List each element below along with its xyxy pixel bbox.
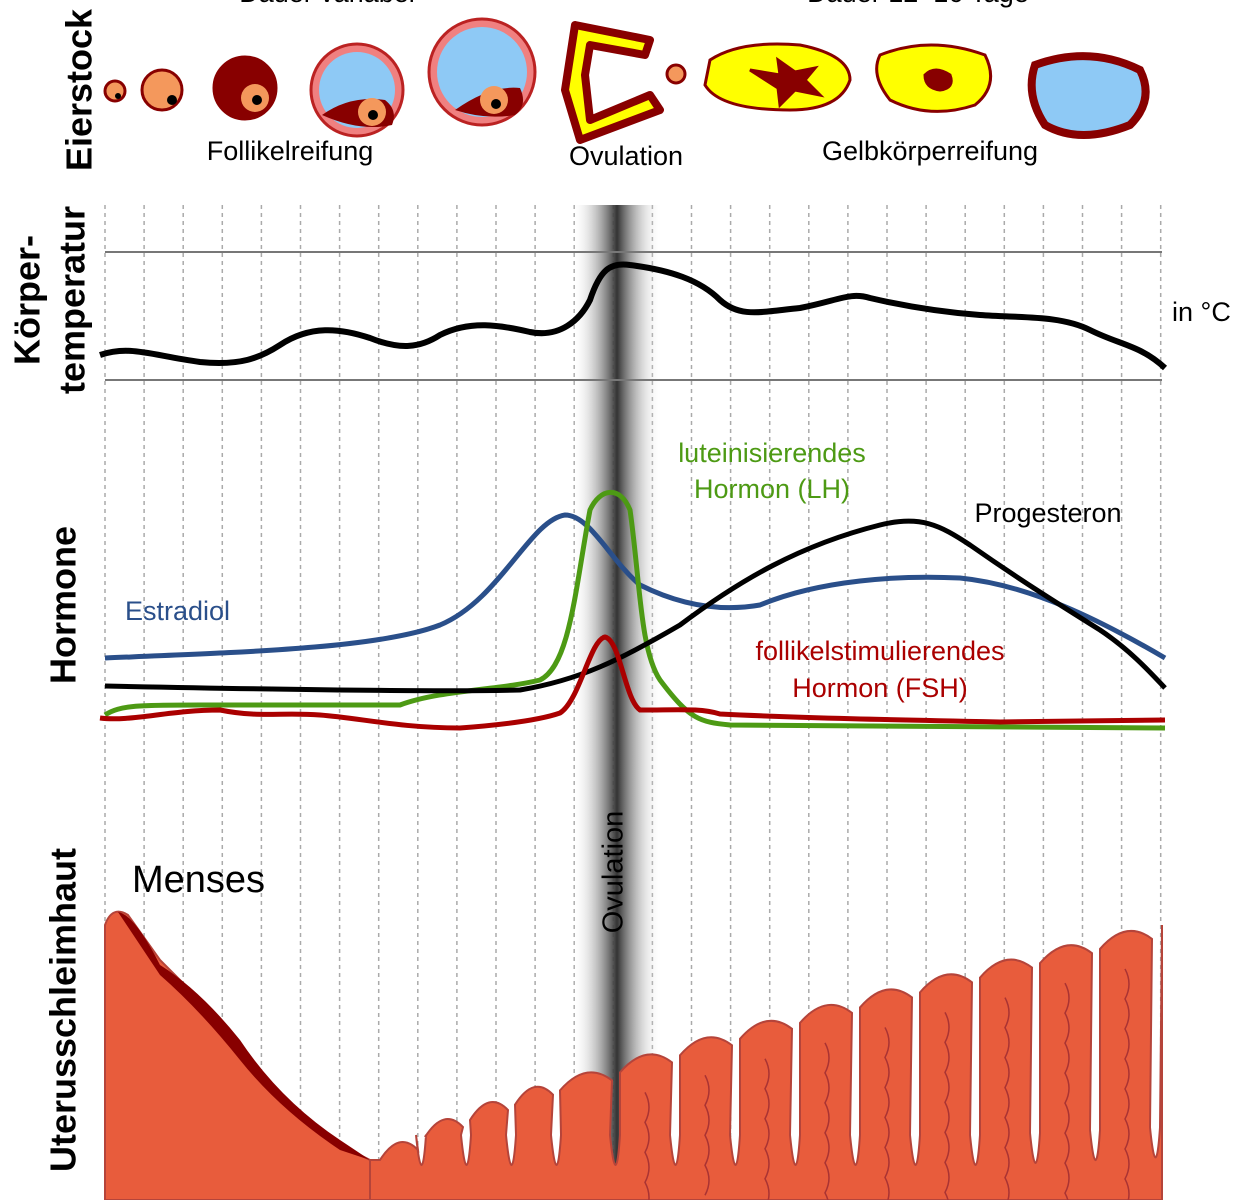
- lh-label: luteinisierendes: [678, 438, 866, 468]
- gland: [1124, 968, 1130, 1200]
- hormones-label: Hormone: [43, 526, 84, 684]
- lh-curve: [103, 489, 1166, 731]
- duration-label: Dauer variabel: [239, 0, 415, 8]
- endometrium-label: Uterusschleimhaut: [43, 848, 84, 1172]
- lh-label: Hormon (LH): [694, 474, 850, 504]
- phase-label: Gelbkörperreifung: [822, 136, 1038, 166]
- temperature-label: Körper-: [7, 235, 48, 365]
- temperature-label: temperatur: [52, 206, 93, 394]
- temperature-unit: in °C: [1172, 297, 1231, 327]
- gland: [944, 1011, 950, 1200]
- estradiol-label: Estradiol: [125, 596, 230, 626]
- duration-label: Dauer 12–16 Tage: [807, 0, 1029, 8]
- ovulation-label: Ovulation: [598, 811, 630, 934]
- temperature-curve: [99, 261, 1168, 371]
- fsh-label: follikelstimulierendes: [755, 636, 1004, 666]
- phase-label: Follikelreifung: [207, 136, 374, 166]
- gland: [764, 1058, 770, 1200]
- gland: [704, 1074, 710, 1196]
- progesterone-curve: [104, 518, 1167, 694]
- gland: [644, 1092, 650, 1200]
- gland: [1004, 997, 1010, 1200]
- phase-label: Ovulation: [569, 141, 683, 171]
- fsh-curve: [99, 634, 1166, 731]
- fsh-label: Hormon (FSH): [792, 673, 968, 703]
- progesterone-label: Progesteron: [974, 498, 1121, 528]
- menses-label: Menses: [132, 859, 265, 901]
- ovulation-band: [572, 205, 662, 1200]
- gland: [824, 1042, 830, 1200]
- ovary-stages: [103, 17, 1150, 144]
- gland: [1064, 982, 1070, 1200]
- ovary-label: Eierstock: [59, 8, 100, 171]
- gland: [884, 1027, 890, 1200]
- endometrium: [104, 910, 1163, 1200]
